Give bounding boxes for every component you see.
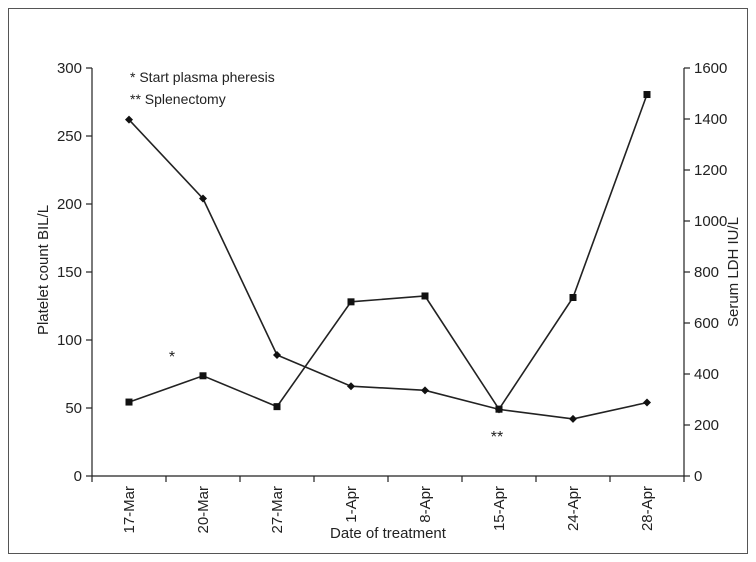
y-left-tick-label: 50 — [65, 400, 82, 417]
y-left-tick-label: 150 — [57, 264, 82, 281]
series-lines — [128, 94, 648, 420]
y-right-tick-label: 1600 — [694, 60, 727, 77]
x-tick-label: 1-Apr — [343, 486, 360, 523]
series-1-point — [569, 414, 577, 423]
y-right-tick-label: 1200 — [694, 162, 727, 179]
y-left-tick-label: 0 — [74, 468, 82, 485]
chart-frame — [8, 8, 748, 554]
series-2-point — [199, 372, 207, 380]
series-2-line — [128, 94, 648, 411]
x-tick-label: 27-Mar — [269, 486, 286, 534]
y-axis-right-title: Serum LDH IU/L — [725, 217, 742, 327]
y-right-tick-label: 400 — [694, 366, 719, 383]
y-left-tick-label: 200 — [57, 196, 82, 213]
x-tick-label: 24-Apr — [565, 486, 582, 531]
y-left-tick-label: 100 — [57, 332, 82, 349]
x-tick-label: 28-Apr — [639, 486, 656, 531]
series-1-point — [273, 350, 281, 359]
series-2-point — [125, 398, 133, 406]
y-right-tick-label: 0 — [694, 468, 702, 485]
legend-note-splenectomy: ** Splenectomy — [130, 91, 226, 107]
x-tick-label: 20-Mar — [195, 486, 212, 534]
y-left-tick-label: 250 — [57, 128, 82, 145]
x-tick-label: 17-Mar — [121, 486, 138, 534]
y-left-tick-label: 300 — [57, 60, 82, 77]
y-right-tick-label: 200 — [694, 417, 719, 434]
series-2-point — [347, 298, 355, 306]
series-2-point — [643, 91, 651, 99]
legend-note-plasma-pheresis: * Start plasma pheresis — [130, 69, 275, 85]
series-2-point — [421, 292, 429, 300]
series-1-point — [199, 194, 207, 203]
series-1-line — [128, 119, 648, 420]
series-2-point — [569, 294, 577, 301]
y-right-tick-label: 1400 — [694, 111, 727, 128]
y-right-tick-label: 800 — [694, 264, 719, 281]
y-right-tick-label: 1000 — [694, 213, 727, 230]
x-axis-title: Date of treatment — [330, 525, 447, 542]
y-axis-left-title: Platelet count BIL/L — [35, 205, 52, 335]
series-1-point — [643, 398, 651, 407]
series-2-point — [495, 405, 503, 413]
x-tick-label: 15-Apr — [491, 486, 508, 531]
y-right-tick-label: 600 — [694, 315, 719, 332]
series-markers — [125, 91, 651, 423]
marker-plasma-pheresis: * — [169, 349, 175, 366]
series-1-point — [421, 386, 429, 395]
x-tick-label: 8-Apr — [417, 486, 434, 523]
axes: 0 50 100 150 200 250 300 0 200 400 600 800 1000 1200 1… — [57, 60, 727, 534]
marker-splenectomy: ** — [491, 429, 503, 446]
series-2-point — [273, 403, 281, 411]
series-1-point — [125, 115, 133, 124]
series-1-point — [347, 382, 355, 391]
